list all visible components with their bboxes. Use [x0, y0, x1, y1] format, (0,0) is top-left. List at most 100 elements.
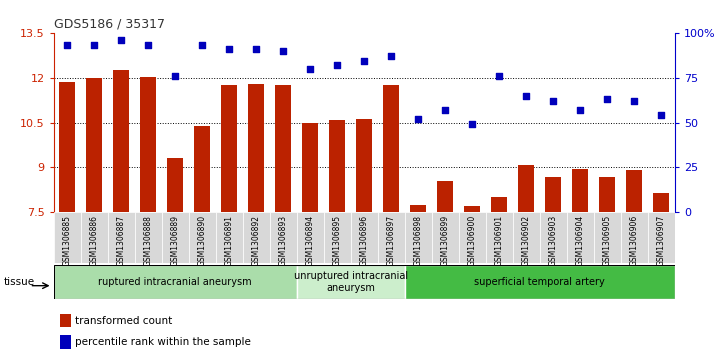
Text: GSM1306894: GSM1306894 [306, 215, 315, 266]
Point [116, 37, 127, 43]
Text: GSM1306890: GSM1306890 [198, 215, 206, 266]
Text: GSM1306886: GSM1306886 [89, 215, 99, 266]
Point [386, 53, 397, 59]
Point [439, 107, 451, 113]
Text: GSM1306905: GSM1306905 [603, 215, 612, 266]
Bar [653, 193, 669, 212]
Point [628, 98, 640, 104]
Point [358, 58, 370, 64]
Bar [383, 85, 399, 212]
Text: superficial temporal artery: superficial temporal artery [474, 277, 605, 287]
Bar [248, 83, 264, 212]
Point [223, 46, 235, 52]
Point [142, 42, 154, 48]
Text: GSM1306907: GSM1306907 [657, 215, 665, 266]
Text: GDS5186 / 35317: GDS5186 / 35317 [54, 17, 164, 30]
Bar [513, 212, 540, 263]
Point [196, 42, 208, 48]
Point [278, 48, 289, 54]
Text: GSM1306906: GSM1306906 [630, 215, 639, 266]
Bar [113, 70, 129, 212]
Text: transformed count: transformed count [75, 316, 173, 326]
Text: GSM1306893: GSM1306893 [278, 215, 288, 266]
Bar [59, 82, 75, 212]
Bar [60, 335, 71, 348]
Bar [243, 212, 270, 263]
Point [169, 73, 181, 79]
Text: GSM1306885: GSM1306885 [63, 215, 71, 266]
Bar [134, 212, 161, 263]
Text: GSM1306896: GSM1306896 [360, 215, 368, 266]
Bar [410, 205, 426, 212]
Bar [567, 212, 594, 263]
Bar [54, 265, 296, 299]
Bar [108, 212, 134, 263]
Bar [140, 77, 156, 212]
Bar [405, 265, 675, 299]
Bar [648, 212, 675, 263]
Bar [323, 212, 351, 263]
Text: GSM1306902: GSM1306902 [522, 215, 531, 266]
Point [304, 66, 316, 72]
Point [521, 93, 532, 98]
Bar [572, 169, 588, 212]
Bar [594, 212, 620, 263]
Text: GSM1306891: GSM1306891 [225, 215, 233, 266]
Bar [432, 212, 458, 263]
Text: GSM1306900: GSM1306900 [468, 215, 477, 266]
Point [575, 107, 586, 113]
Text: tissue: tissue [4, 277, 35, 287]
Bar [464, 206, 481, 212]
Bar [356, 119, 372, 212]
Bar [620, 212, 648, 263]
Bar [491, 197, 507, 212]
Bar [437, 181, 453, 212]
Bar [329, 121, 346, 212]
Text: GSM1306897: GSM1306897 [387, 215, 396, 266]
Text: GSM1306889: GSM1306889 [171, 215, 180, 266]
Text: GSM1306892: GSM1306892 [251, 215, 261, 266]
Text: GSM1306895: GSM1306895 [333, 215, 341, 266]
Bar [194, 126, 210, 212]
Text: GSM1306901: GSM1306901 [495, 215, 503, 266]
Bar [188, 212, 216, 263]
Text: GSM1306899: GSM1306899 [441, 215, 450, 266]
Bar [275, 85, 291, 212]
Bar [296, 265, 405, 299]
Bar [302, 123, 318, 212]
Bar [458, 212, 486, 263]
Bar [161, 212, 188, 263]
Bar [545, 177, 561, 212]
Text: unruptured intracranial
aneurysm: unruptured intracranial aneurysm [293, 272, 408, 293]
Text: GSM1306903: GSM1306903 [548, 215, 558, 266]
Point [251, 46, 262, 52]
Point [331, 62, 343, 68]
Text: ruptured intracranial aneurysm: ruptured intracranial aneurysm [99, 277, 252, 287]
Bar [296, 212, 323, 263]
Bar [351, 212, 378, 263]
Point [655, 113, 667, 118]
Text: GSM1306904: GSM1306904 [575, 215, 585, 266]
Text: percentile rank within the sample: percentile rank within the sample [75, 337, 251, 347]
Bar [626, 171, 643, 212]
Bar [81, 212, 108, 263]
Bar [216, 212, 243, 263]
Point [413, 116, 424, 122]
Bar [540, 212, 567, 263]
Bar [54, 212, 81, 263]
Bar [221, 85, 237, 212]
Bar [486, 212, 513, 263]
Point [601, 96, 613, 102]
Point [89, 42, 100, 48]
Text: GSM1306888: GSM1306888 [144, 215, 153, 266]
Point [493, 73, 505, 79]
Bar [378, 212, 405, 263]
Bar [86, 78, 102, 212]
Bar [518, 165, 534, 212]
Bar [599, 177, 615, 212]
Point [61, 42, 73, 48]
Bar [405, 212, 432, 263]
Text: GSM1306887: GSM1306887 [116, 215, 126, 266]
Bar [270, 212, 296, 263]
Text: GSM1306898: GSM1306898 [413, 215, 423, 266]
